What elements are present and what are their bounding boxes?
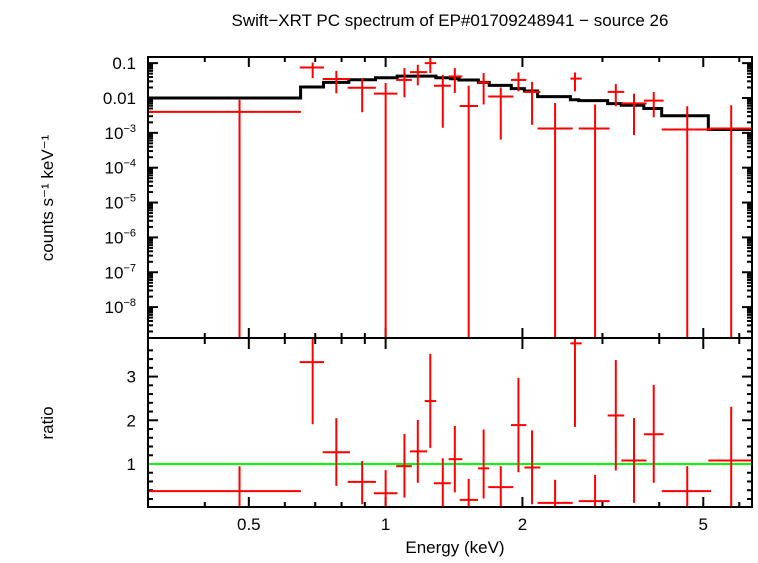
top-y-axis-label: counts s⁻¹ keV⁻¹ bbox=[38, 134, 57, 261]
ratio-point bbox=[570, 339, 582, 427]
data-point bbox=[322, 70, 351, 94]
y-tick-label: 10−8 bbox=[105, 297, 136, 317]
ratio-point bbox=[299, 339, 325, 425]
ratio-point bbox=[488, 466, 514, 507]
ratio-point bbox=[424, 353, 437, 448]
data-point bbox=[347, 78, 376, 113]
ratio-point bbox=[643, 384, 664, 483]
ratio-point bbox=[459, 478, 479, 507]
y-tick-label: 3 bbox=[127, 368, 136, 387]
ratio-panel: 0.5 1 2 5 1 2 3 bbox=[127, 337, 753, 534]
data-point bbox=[570, 72, 582, 92]
data-point bbox=[299, 62, 325, 79]
data-point bbox=[424, 57, 437, 74]
ratio-point bbox=[578, 474, 610, 507]
x-tick-label: 1 bbox=[381, 515, 390, 534]
y-tick-label: 10−7 bbox=[105, 262, 136, 282]
bottom-y-axis-label: ratio bbox=[38, 406, 57, 439]
ratio-point bbox=[433, 458, 451, 507]
data-point bbox=[621, 93, 647, 136]
ratio-point bbox=[148, 466, 301, 507]
data-point bbox=[148, 99, 301, 338]
x-axis-label: Energy (keV) bbox=[405, 538, 504, 557]
data-point bbox=[537, 102, 573, 338]
data-point bbox=[578, 104, 610, 338]
ratio-point bbox=[347, 460, 376, 505]
y-tick-label: 1 bbox=[127, 455, 136, 474]
ratio-point bbox=[409, 419, 428, 483]
ratio-point bbox=[621, 418, 647, 503]
ratio-point bbox=[322, 418, 351, 486]
x-tick-label: 0.5 bbox=[237, 515, 261, 534]
data-point bbox=[448, 68, 463, 93]
ratio-point bbox=[448, 425, 463, 493]
chart-title: Swift−XRT PC spectrum of EP#01709248941 … bbox=[232, 11, 669, 30]
ratio-frame bbox=[147, 337, 753, 508]
data-point bbox=[459, 85, 479, 338]
data-point bbox=[396, 68, 412, 98]
y-tick-label: 0.1 bbox=[112, 54, 136, 73]
data-point bbox=[373, 82, 398, 338]
y-tick-label: 10−4 bbox=[105, 158, 136, 178]
x-tick-label: 5 bbox=[699, 515, 708, 534]
data-point bbox=[510, 72, 527, 92]
data-point bbox=[607, 84, 625, 107]
model-step-line bbox=[148, 74, 752, 131]
data-point bbox=[661, 106, 712, 338]
ratio-point bbox=[510, 377, 527, 473]
data-point bbox=[524, 81, 541, 125]
data-point bbox=[478, 73, 490, 105]
ratio-point bbox=[478, 429, 490, 499]
data-point bbox=[488, 87, 514, 140]
ratio-point bbox=[537, 479, 573, 507]
y-tick-label: 0.01 bbox=[103, 89, 136, 108]
ratio-point bbox=[607, 359, 625, 471]
data-point bbox=[708, 105, 752, 338]
y-tick-label: 10−6 bbox=[105, 227, 136, 247]
y-tick-label: 10−3 bbox=[105, 123, 136, 143]
y-tick-label: 2 bbox=[127, 411, 136, 430]
ratio-point bbox=[708, 406, 752, 507]
spectrum-panel: 0.1 0.01 10−3 10−4 10−5 10−6 10−7 10−8 bbox=[103, 54, 753, 339]
ratio-point bbox=[524, 430, 541, 505]
y-tick-label: 10−5 bbox=[105, 193, 136, 213]
data-point bbox=[643, 92, 664, 118]
ratio-point bbox=[373, 470, 398, 507]
data-point bbox=[433, 74, 451, 128]
data-point bbox=[409, 64, 428, 86]
x-tick-label: 2 bbox=[518, 515, 527, 534]
ratio-point bbox=[661, 466, 712, 507]
ratio-point bbox=[396, 433, 412, 498]
